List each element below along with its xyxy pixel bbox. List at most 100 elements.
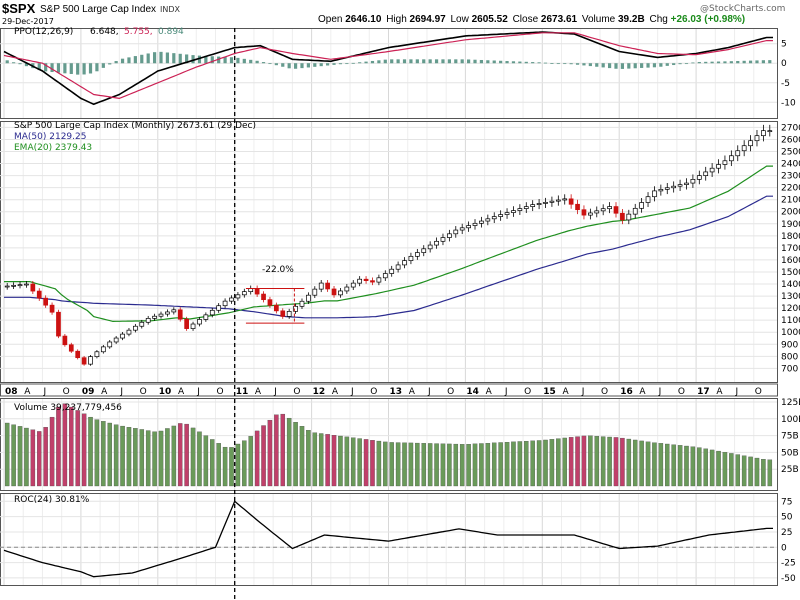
- volume-bar: [101, 421, 106, 487]
- ppo-value-3: 0.894: [158, 27, 184, 37]
- ppo-histogram-bar: [428, 59, 432, 64]
- candle-body: [549, 200, 555, 203]
- volume-bar: [312, 432, 318, 487]
- ppo-histogram-bar: [402, 59, 407, 64]
- roc-tick-label: 25: [781, 528, 792, 538]
- ppo-value-1: 6.648,: [90, 27, 119, 37]
- candle-body: [453, 229, 459, 235]
- x-axis-month-label: A: [24, 387, 31, 397]
- roc-panel-label: ROC(24) 30.81%: [14, 495, 90, 505]
- volume-bar: [530, 440, 535, 487]
- volume-bar: [491, 442, 497, 487]
- ppo-histogram-bar: [377, 60, 381, 64]
- x-axis-month-label: O: [370, 387, 377, 397]
- candle-body: [716, 164, 721, 169]
- ppo-histogram-bar: [652, 63, 657, 68]
- volume-bar: [357, 438, 362, 487]
- x-axis-month-label: O: [293, 387, 300, 397]
- ppo-histogram-bar: [742, 60, 746, 64]
- volume-bar: [36, 431, 42, 487]
- ppo-histogram-bar: [114, 61, 118, 64]
- candle-body: [620, 212, 625, 221]
- price-tick-label: 1600: [781, 256, 800, 266]
- ppo-histogram-bar: [409, 59, 413, 64]
- ppo-histogram-bar: [274, 63, 278, 66]
- candle-body: [690, 179, 696, 184]
- roc-tick-label: -50: [781, 574, 796, 584]
- chg-value: +26.03 (+0.98%): [670, 14, 746, 25]
- price-tick-label: 1200: [781, 304, 800, 314]
- ppo-histogram-bar: [261, 62, 266, 64]
- ppo-signal-line: [3, 32, 773, 100]
- volume-bar: [754, 457, 760, 487]
- x-axis-year-label: 16: [620, 387, 633, 397]
- volume-bar: [203, 435, 209, 487]
- ppo-tick-label: 0: [781, 59, 787, 69]
- ppo-histogram-bar: [447, 59, 451, 64]
- ppo-histogram-bar: [723, 61, 727, 64]
- candle-body: [267, 299, 273, 306]
- volume-bar: [4, 422, 10, 487]
- volume-bar: [318, 433, 324, 487]
- ppo-histogram-bar: [351, 62, 355, 64]
- candle-body: [408, 255, 414, 261]
- ticker-symbol: $SPX: [2, 1, 36, 16]
- volume-bar: [703, 448, 708, 487]
- high-label: High: [386, 14, 407, 25]
- volume-bar: [370, 440, 375, 487]
- volume-bar: [479, 443, 484, 487]
- candle-body: [530, 204, 536, 207]
- ppo-histogram-bar: [223, 56, 227, 64]
- volume-bar: [408, 442, 414, 487]
- volume-label: Volume: [581, 14, 616, 25]
- ticker-name: S&P 500 Large Cap Index: [40, 4, 157, 15]
- ema20-label: EMA(20) 2379.43: [14, 143, 92, 153]
- ppo-histogram-bar: [229, 57, 234, 64]
- volume-bar: [184, 423, 189, 487]
- volume-bar: [62, 403, 68, 487]
- volume-bar: [69, 406, 74, 487]
- x-axis-month-label: J: [273, 387, 277, 397]
- ppo-histogram-bar: [441, 59, 445, 64]
- volume-bar: [81, 413, 87, 487]
- volume-bar: [126, 427, 132, 487]
- volume-bar: [556, 438, 561, 487]
- ppo-histogram-bar: [755, 60, 759, 64]
- candle-body: [722, 160, 728, 165]
- volume-bar: [395, 442, 401, 487]
- ppo-histogram-bar: [88, 63, 93, 74]
- volume-bar: [536, 440, 542, 487]
- x-axis-year-label: 12: [313, 387, 326, 397]
- ppo-histogram-bar: [146, 53, 150, 64]
- volume-bar: [338, 435, 343, 487]
- candle-body: [735, 150, 741, 157]
- candle-body: [344, 286, 350, 292]
- volume-tick-label: 25B: [781, 465, 799, 475]
- volume-bar: [626, 438, 632, 487]
- candle-body: [184, 318, 189, 329]
- candle-body: [741, 145, 747, 152]
- candle-body: [68, 344, 74, 352]
- volume-bar: [306, 430, 311, 487]
- ma50-line: [4, 195, 773, 319]
- ppo-histogram-bar: [358, 62, 362, 64]
- candle-body: [459, 227, 465, 231]
- volume-bar: [453, 443, 459, 487]
- volume-bar: [761, 459, 766, 487]
- candle-body: [318, 282, 324, 290]
- ppo-histogram-bar: [293, 63, 298, 69]
- ppo-histogram-bar: [108, 63, 112, 65]
- volume-tick-label: 50B: [781, 448, 799, 458]
- volume-bar: [43, 427, 48, 487]
- candle-body: [241, 291, 247, 296]
- volume-bar: [434, 443, 439, 487]
- ppo-histogram-bar: [281, 63, 285, 67]
- candle-body: [165, 311, 170, 315]
- volume-bar: [49, 416, 55, 487]
- roc-tick-label: 75: [781, 497, 792, 507]
- candle-body: [696, 175, 702, 180]
- price-tick-label: 2700: [781, 123, 800, 133]
- volume-bar: [75, 410, 80, 487]
- candle-body: [81, 357, 87, 365]
- ppo-histogram-bar: [5, 60, 9, 64]
